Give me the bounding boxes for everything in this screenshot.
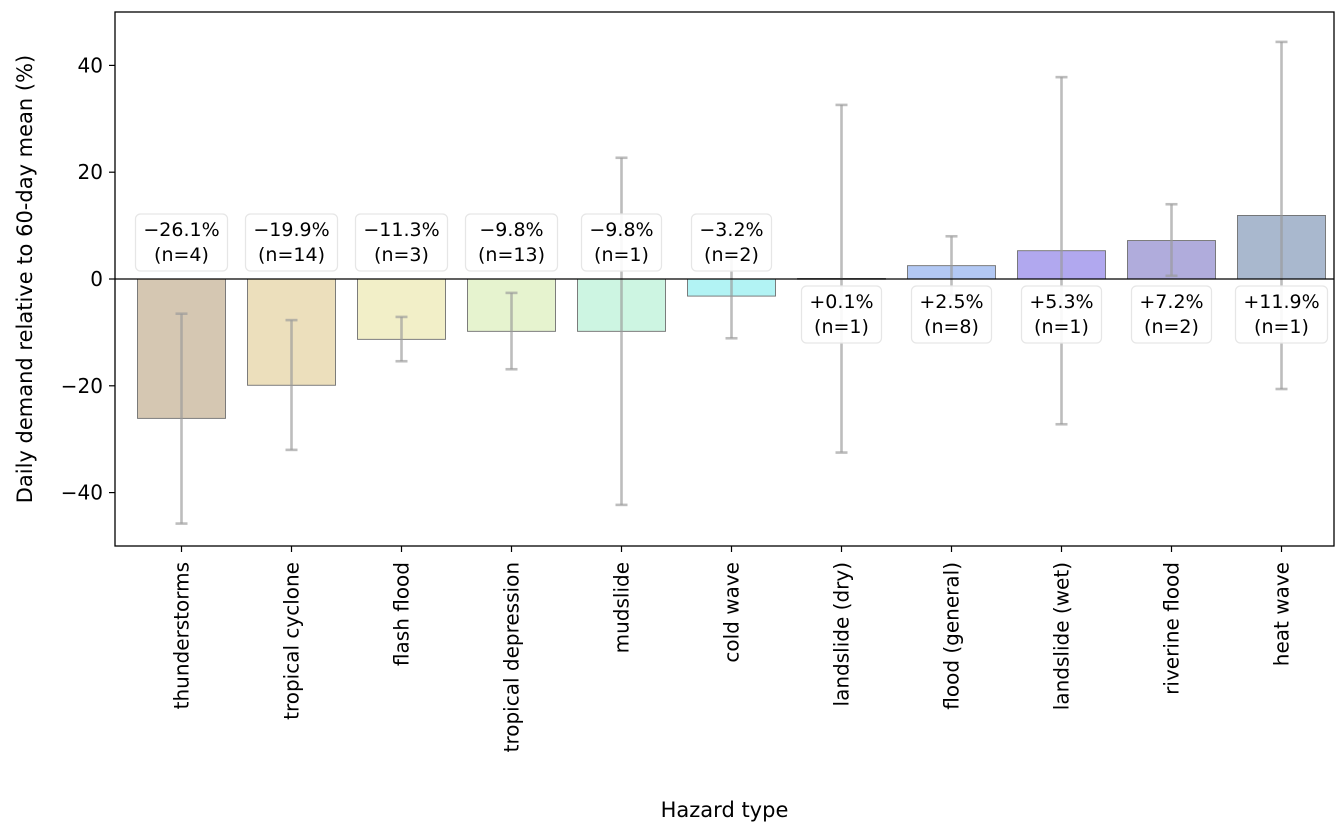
value-label-n: (n=4) <box>154 244 209 266</box>
x-tick-label: heat wave <box>1270 562 1294 666</box>
value-label: +5.3% (n=1) <box>1020 285 1103 344</box>
error-bar <box>285 318 298 452</box>
x-axis-title: Hazard type <box>661 798 789 822</box>
value-label-n: (n=1) <box>814 316 869 338</box>
bars-layer <box>137 215 1326 419</box>
value-label-pct: −9.8% <box>479 219 543 241</box>
x-tick-label: tropical depression <box>500 562 524 752</box>
value-label: +0.1% (n=1) <box>800 285 883 344</box>
value-labels-layer: −26.1% (n=4) −19.9% (n=14) −11.3% (n=3) −9.8% (… <box>134 213 1329 344</box>
value-label: −3.2% (n=2) <box>690 213 773 272</box>
x-tick-label: landslide (wet) <box>1050 562 1074 710</box>
x-tick-label: flood (general) <box>940 562 964 710</box>
value-label-pct: −9.8% <box>589 219 653 241</box>
x-tick-label: landslide (dry) <box>830 562 854 706</box>
x-tick-label: cold wave <box>720 562 744 663</box>
error-bar <box>175 312 188 525</box>
value-label-n: (n=8) <box>924 316 979 338</box>
value-label-pct: −26.1% <box>143 219 219 241</box>
y-axis-title: Daily demand relative to 60-day mean (%) <box>13 55 37 504</box>
value-label: −9.8% (n=13) <box>464 213 559 272</box>
value-label-n: (n=14) <box>258 244 325 266</box>
error-bar <box>395 315 408 363</box>
x-tick-label: riverine flood <box>1160 562 1184 695</box>
value-label-n: (n=3) <box>374 244 429 266</box>
error-bar <box>1165 202 1178 278</box>
value-label: −19.9% (n=14) <box>244 213 339 272</box>
x-axis: thunderstorms tropical cyclone flash flood… <box>170 546 1294 752</box>
y-axis: −40 −20 0 20 40 <box>61 53 115 505</box>
error-bars-layer <box>175 40 1288 525</box>
value-label: −26.1% (n=4) <box>134 213 229 272</box>
value-label: +2.5% (n=8) <box>910 285 993 344</box>
value-label: −11.3% (n=3) <box>354 213 449 272</box>
value-label-n: (n=1) <box>594 244 649 266</box>
error-bar <box>505 291 518 371</box>
y-tick-label: −40 <box>61 481 103 505</box>
y-tick-label: 20 <box>78 160 103 184</box>
x-tick-label: tropical cyclone <box>280 562 304 720</box>
value-label-pct: +7.2% <box>1139 291 1203 313</box>
value-label-n: (n=2) <box>1144 316 1199 338</box>
value-label-n: (n=1) <box>1254 316 1309 338</box>
value-label: +11.9% (n=1) <box>1234 285 1329 344</box>
value-label: −9.8% (n=1) <box>580 213 663 272</box>
value-label-n: (n=1) <box>1034 316 1089 338</box>
value-label-n: (n=13) <box>478 244 545 266</box>
x-tick-label: flash flood <box>390 562 414 666</box>
value-label-pct: −19.9% <box>253 219 329 241</box>
x-tick-label: thunderstorms <box>170 562 194 709</box>
value-label-pct: −3.2% <box>699 219 763 241</box>
value-label-pct: +5.3% <box>1029 291 1093 313</box>
x-tick-label: mudslide <box>610 562 634 653</box>
y-tick-label: 0 <box>90 267 103 291</box>
value-label-pct: +0.1% <box>809 291 873 313</box>
value-label-pct: +2.5% <box>919 291 983 313</box>
y-tick-label: 40 <box>78 53 103 77</box>
value-label: +7.2% (n=2) <box>1130 285 1213 344</box>
error-bar <box>1055 75 1068 426</box>
value-label-pct: −11.3% <box>363 219 439 241</box>
value-label-n: (n=2) <box>704 244 759 266</box>
value-label-pct: +11.9% <box>1243 291 1319 313</box>
y-tick-label: −20 <box>61 374 103 398</box>
